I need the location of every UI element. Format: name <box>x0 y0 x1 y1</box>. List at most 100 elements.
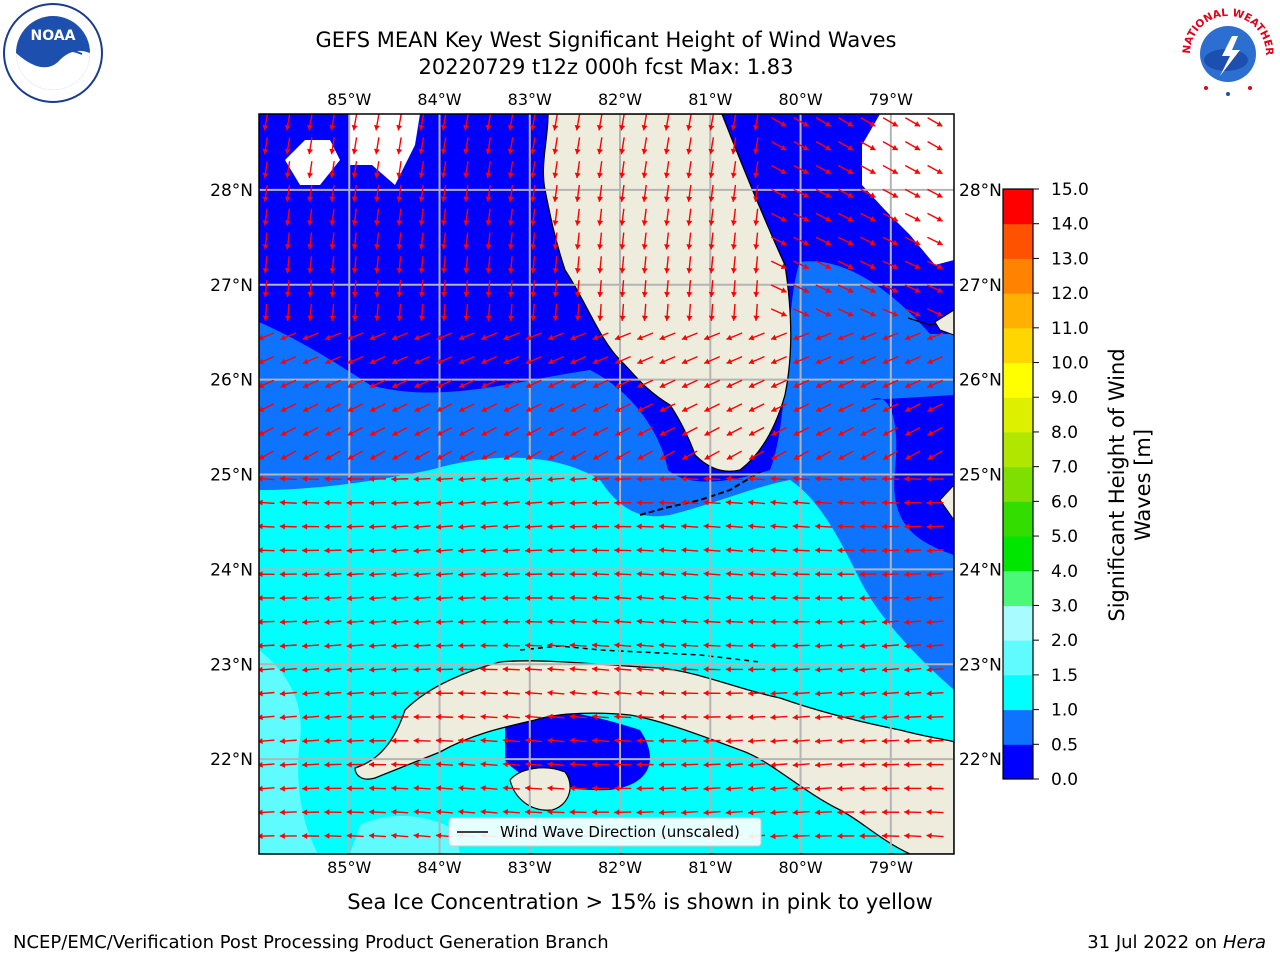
wave-arrow-698 <box>614 642 632 649</box>
wave-arrow-764 <box>703 690 721 697</box>
wave-arrow-71 <box>463 161 470 179</box>
wave-arrow-607 <box>658 570 676 577</box>
wave-arrow-224 <box>418 280 425 298</box>
wave-arrow-390 <box>659 403 676 412</box>
wave-arrow-195 <box>463 256 470 274</box>
wave-arrow-618 <box>904 571 922 578</box>
wave-arrow-317 <box>414 355 431 365</box>
wave-arrow-587 <box>904 547 922 554</box>
wave-arrow-755 <box>502 689 520 696</box>
wave-arrow-776 <box>279 714 297 721</box>
wave-arrow-253 <box>374 303 381 321</box>
wave-arrow-893 <box>814 785 833 792</box>
wave-arrow-916 <box>636 809 654 816</box>
lat-label-left-5: 27°N <box>210 276 253 296</box>
wave-arrow-555 <box>881 523 899 530</box>
wave-arrow-438 <box>347 450 363 460</box>
wave-arrow-881 <box>547 785 565 792</box>
wave-arrow-137 <box>552 208 559 226</box>
lat-label-right-0: 22°N <box>959 750 1002 770</box>
colorbar-label-line2: Waves [m] <box>1131 429 1155 541</box>
wave-arrow-659 <box>435 619 453 625</box>
wave-arrow-667 <box>614 618 632 625</box>
wave-arrow-382 <box>481 403 497 412</box>
wave-arrow-810 <box>346 737 364 744</box>
wave-arrow-838 <box>279 761 297 768</box>
wave-arrow-473 <box>435 476 453 483</box>
wave-arrow-334 <box>793 355 810 365</box>
wave-arrow-910 <box>502 808 520 815</box>
wave-arrow-701 <box>681 642 699 649</box>
wave-arrow-625 <box>368 595 387 602</box>
wave-arrow-763 <box>681 690 699 697</box>
wave-arrow-239 <box>753 280 760 298</box>
wave-arrow-562 <box>346 547 364 554</box>
wave-arrow-310 <box>259 355 275 365</box>
wave-arrow-920 <box>725 809 743 816</box>
wave-arrow-862 <box>814 761 833 768</box>
wave-arrow-960 <box>926 832 944 839</box>
wave-arrow-300 <box>726 332 743 341</box>
wave-arrow-926 <box>859 809 877 816</box>
wave-arrow-340 <box>926 355 944 365</box>
wave-arrow-229 <box>530 280 537 298</box>
wave-arrow-414 <box>503 426 520 436</box>
colorbar-tick-label-10: 8.0 <box>1051 423 1078 443</box>
wave-arrow-604 <box>591 571 610 578</box>
wave-arrow-235 <box>664 280 671 298</box>
wave-arrow-92 <box>927 164 943 175</box>
wave-arrow-765 <box>725 690 743 697</box>
wave-arrow-741 <box>881 666 899 673</box>
wave-arrow-369 <box>882 379 899 389</box>
colorbar-tick-label-13: 11.0 <box>1051 319 1089 339</box>
wave-arrow-357 <box>614 379 631 389</box>
colorbar-tick-label-17: 15.0 <box>1051 180 1089 200</box>
wave-arrow-169 <box>574 232 581 250</box>
wave-arrow-692 <box>480 642 498 649</box>
wave-arrow-236 <box>686 280 693 298</box>
wave-arrow-919 <box>703 809 721 816</box>
wave-arrow-502 <box>391 499 409 506</box>
wave-arrow-750 <box>391 690 409 697</box>
wave-arrow-269 <box>731 303 738 321</box>
wave-arrow-778 <box>324 714 342 721</box>
wave-arrow-376 <box>347 403 364 412</box>
wave-arrow-752 <box>435 690 453 697</box>
wave-arrow-268 <box>708 303 715 321</box>
wave-arrow-634 <box>569 594 587 601</box>
wave-arrow-518 <box>748 499 766 506</box>
wave-arrow-86 <box>793 164 809 175</box>
lat-label-right-3: 25°N <box>959 466 1002 486</box>
wave-arrow-834 <box>881 738 899 744</box>
wave-arrow-15 <box>596 114 603 131</box>
wave-arrow-189 <box>329 256 336 274</box>
wave-arrow-452 <box>659 450 676 460</box>
wave-arrow-903 <box>346 809 364 816</box>
colorbar-segment-7 <box>1003 501 1033 537</box>
wave-arrow-731 <box>658 666 676 673</box>
wave-arrow-500 <box>346 499 364 506</box>
wave-arrow-928 <box>904 809 922 816</box>
wave-arrow-532 <box>368 523 387 530</box>
wave-arrow-521 <box>814 499 833 506</box>
wave-arrow-170 <box>597 232 604 250</box>
wave-arrow-572 <box>569 547 587 554</box>
wave-arrow-315 <box>369 355 386 365</box>
wave-arrow-457 <box>771 450 787 460</box>
wave-arrow-796 <box>725 714 743 721</box>
wave-arrow-449 <box>592 450 609 460</box>
wave-arrow-116 <box>771 188 787 198</box>
wave-arrow-714 <box>279 666 297 673</box>
wave-arrow-897 <box>904 785 922 792</box>
wave-arrow-639 <box>681 594 699 601</box>
wave-arrow-401 <box>904 403 921 412</box>
wave-arrow-343 <box>302 379 319 389</box>
wave-arrow-176 <box>730 232 737 250</box>
wave-arrow-36 <box>373 137 380 155</box>
wave-arrow-529 <box>302 523 320 530</box>
wave-arrow-101 <box>440 184 447 202</box>
wave-arrow-629 <box>458 595 476 602</box>
wave-arrow-168 <box>552 232 559 250</box>
wave-arrow-373 <box>280 403 297 412</box>
wave-arrow-2 <box>307 114 313 131</box>
